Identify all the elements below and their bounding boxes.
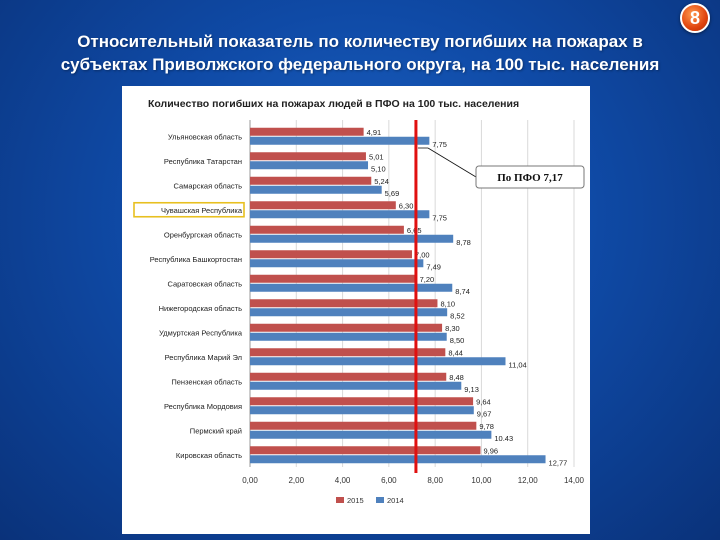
category-label: Оренбургская область bbox=[164, 230, 242, 239]
bar-2015 bbox=[250, 323, 443, 332]
category-label: Самарская область bbox=[174, 181, 243, 190]
bar-2014 bbox=[250, 455, 546, 464]
bar-2014 bbox=[250, 259, 424, 268]
x-tick-label: 6,00 bbox=[381, 476, 397, 485]
legend-swatch-2015 bbox=[336, 497, 344, 503]
bar-2014 bbox=[250, 308, 448, 317]
category-label: Чувашская Республика bbox=[161, 206, 243, 215]
data-label-2014: 10.43 bbox=[494, 434, 513, 443]
data-label-2014: 9,67 bbox=[477, 409, 492, 418]
x-tick-label: 12,00 bbox=[518, 476, 539, 485]
chart-panel: Количество погибших на пожарах людей в П… bbox=[122, 86, 590, 534]
legend-label-2015: 2015 bbox=[347, 496, 364, 505]
data-label-2014: 8,78 bbox=[456, 238, 471, 247]
data-label-2014: 7,49 bbox=[426, 262, 441, 271]
data-label-2015: 5,01 bbox=[369, 152, 384, 161]
x-tick-label: 0,00 bbox=[242, 476, 258, 485]
data-label-2014: 8,52 bbox=[450, 311, 465, 320]
data-label-2015: 5,24 bbox=[374, 177, 389, 186]
highlight-box bbox=[133, 201, 245, 218]
bar-2015 bbox=[250, 225, 404, 234]
data-label-2014: 5,10 bbox=[371, 164, 386, 173]
data-label-2015: 7,20 bbox=[420, 275, 435, 284]
bar-2015 bbox=[250, 421, 477, 430]
category-label: Саратовская область bbox=[167, 279, 242, 288]
slide-title: Относительный показатель по количеству п… bbox=[0, 30, 720, 76]
bar-2014 bbox=[250, 406, 474, 415]
legend-swatch-2014 bbox=[376, 497, 384, 503]
callout-leader bbox=[427, 147, 477, 178]
bar-2015 bbox=[250, 176, 372, 185]
bar-2015 bbox=[250, 127, 364, 136]
data-label-2014: 7,75 bbox=[432, 140, 447, 149]
bar-2014 bbox=[250, 357, 506, 366]
data-label-2014: 8,50 bbox=[450, 336, 465, 345]
x-tick-label: 10,00 bbox=[471, 476, 492, 485]
bar-2014 bbox=[250, 210, 430, 219]
data-label-2015: 8,48 bbox=[449, 373, 464, 382]
x-tick-label: 2,00 bbox=[288, 476, 304, 485]
bar-2015 bbox=[250, 446, 481, 455]
bar-2015 bbox=[250, 348, 446, 357]
category-label: Пензенская область bbox=[171, 377, 242, 386]
category-label: Республика Башкортостан bbox=[150, 255, 242, 264]
data-label-2014: 5,69 bbox=[385, 189, 400, 198]
slide-number-badge: 8 bbox=[680, 3, 710, 33]
bar-2015 bbox=[250, 299, 438, 308]
x-tick-label: 4,00 bbox=[335, 476, 351, 485]
slide-title-line-2: субъектах Приволжского федерального окру… bbox=[60, 55, 660, 74]
data-label-2015: 6,30 bbox=[399, 201, 414, 210]
category-label: Пермский край bbox=[190, 426, 242, 435]
callout-box bbox=[475, 165, 585, 189]
category-label: Республика Марий Эл bbox=[165, 353, 242, 362]
data-label-2015: 7,00 bbox=[415, 250, 430, 259]
category-label: Ульяновская область bbox=[168, 132, 242, 141]
bar-2015 bbox=[250, 152, 366, 161]
data-label-2015: 4,91 bbox=[367, 128, 382, 137]
x-tick-label: 14,00 bbox=[564, 476, 585, 485]
bar-chart: Количество погибших на пожарах людей в П… bbox=[133, 98, 585, 505]
bar-2014 bbox=[250, 430, 492, 439]
data-label-2015: 9,78 bbox=[479, 422, 494, 431]
category-label: Республика Татарстан bbox=[164, 157, 242, 166]
category-label: Республика Мордовия bbox=[164, 402, 242, 411]
legend-label-2014: 2014 bbox=[387, 496, 404, 505]
bar-2014 bbox=[250, 136, 430, 145]
data-label-2014: 12,77 bbox=[549, 458, 568, 467]
bar-2014 bbox=[250, 381, 462, 390]
data-label-2015: 9,96 bbox=[484, 446, 499, 455]
bar-2014 bbox=[250, 161, 369, 170]
x-tick-label: 8,00 bbox=[427, 476, 443, 485]
data-label-2014: 8,74 bbox=[455, 287, 470, 296]
bar-2015 bbox=[250, 274, 417, 283]
bar-2014 bbox=[250, 234, 454, 243]
data-label-2015: 8,10 bbox=[440, 299, 455, 308]
data-label-2015: 8,44 bbox=[448, 348, 463, 357]
data-label-2015: 6,65 bbox=[407, 226, 422, 235]
data-label-2014: 7,75 bbox=[432, 213, 447, 222]
chart-title: Количество погибших на пожарах людей в П… bbox=[148, 98, 519, 110]
bar-2015 bbox=[250, 372, 447, 381]
bar-2014 bbox=[250, 185, 382, 194]
bar-2015 bbox=[250, 397, 474, 406]
bar-2014 bbox=[250, 283, 453, 292]
reference-line-label: По ПФО 7,17 bbox=[497, 172, 563, 184]
data-label-2015: 9,64 bbox=[476, 397, 491, 406]
data-label-2015: 8,30 bbox=[445, 324, 460, 333]
bar-2015 bbox=[250, 250, 412, 259]
bar-2015 bbox=[250, 201, 396, 210]
data-label-2014: 9,13 bbox=[464, 385, 479, 394]
category-label: Кировская область bbox=[176, 451, 242, 460]
data-label-2014: 11,04 bbox=[508, 360, 526, 369]
category-label: Удмуртская Республика bbox=[159, 328, 243, 337]
category-label: Нижегородская область bbox=[159, 304, 242, 313]
slide-title-line-1: Относительный показатель по количеству п… bbox=[77, 32, 643, 51]
bar-2014 bbox=[250, 332, 447, 341]
